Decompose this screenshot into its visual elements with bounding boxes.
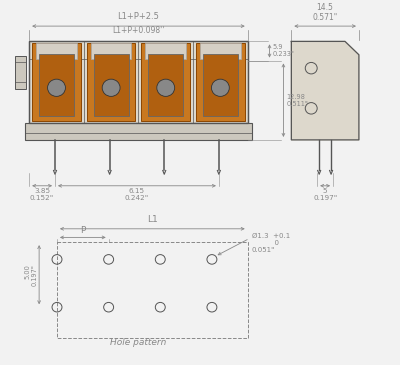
- Circle shape: [212, 79, 229, 96]
- Bar: [87, 43, 136, 121]
- Bar: [196, 43, 245, 121]
- Text: 3.85
0.152": 3.85 0.152": [30, 188, 54, 201]
- Bar: [91, 43, 132, 59]
- Text: 14.5
0.571": 14.5 0.571": [312, 3, 338, 22]
- Polygon shape: [291, 41, 359, 140]
- Bar: [36, 43, 77, 59]
- Text: P: P: [80, 226, 86, 235]
- Bar: [57, 242, 248, 338]
- Bar: [29, 41, 248, 123]
- Bar: [145, 43, 186, 59]
- Bar: [25, 123, 252, 140]
- Bar: [94, 54, 128, 116]
- Text: L1+P+0.098'': L1+P+0.098'': [112, 26, 165, 35]
- Circle shape: [102, 79, 120, 96]
- Text: 6.15
0.242": 6.15 0.242": [125, 188, 149, 201]
- Text: L1+P+2.5: L1+P+2.5: [118, 12, 159, 21]
- Bar: [39, 54, 74, 116]
- Bar: [203, 54, 238, 116]
- Bar: [15, 56, 26, 89]
- Circle shape: [48, 79, 66, 96]
- Text: Ø1.3  +0.1
          0
0.051": Ø1.3 +0.1 0 0.051": [252, 233, 290, 253]
- Circle shape: [157, 79, 175, 96]
- Text: Hole pattern: Hole pattern: [110, 338, 167, 347]
- Bar: [29, 41, 248, 123]
- Bar: [32, 43, 81, 121]
- Bar: [148, 54, 183, 116]
- Text: 12.98
0.511": 12.98 0.511": [286, 94, 308, 107]
- Bar: [200, 43, 241, 59]
- Text: 5
0.197": 5 0.197": [313, 188, 337, 201]
- Text: L1: L1: [147, 215, 158, 224]
- Bar: [142, 43, 190, 121]
- Text: 5.00
0.197": 5.00 0.197": [24, 264, 37, 286]
- Text: 5.9
0.233": 5.9 0.233": [272, 45, 294, 57]
